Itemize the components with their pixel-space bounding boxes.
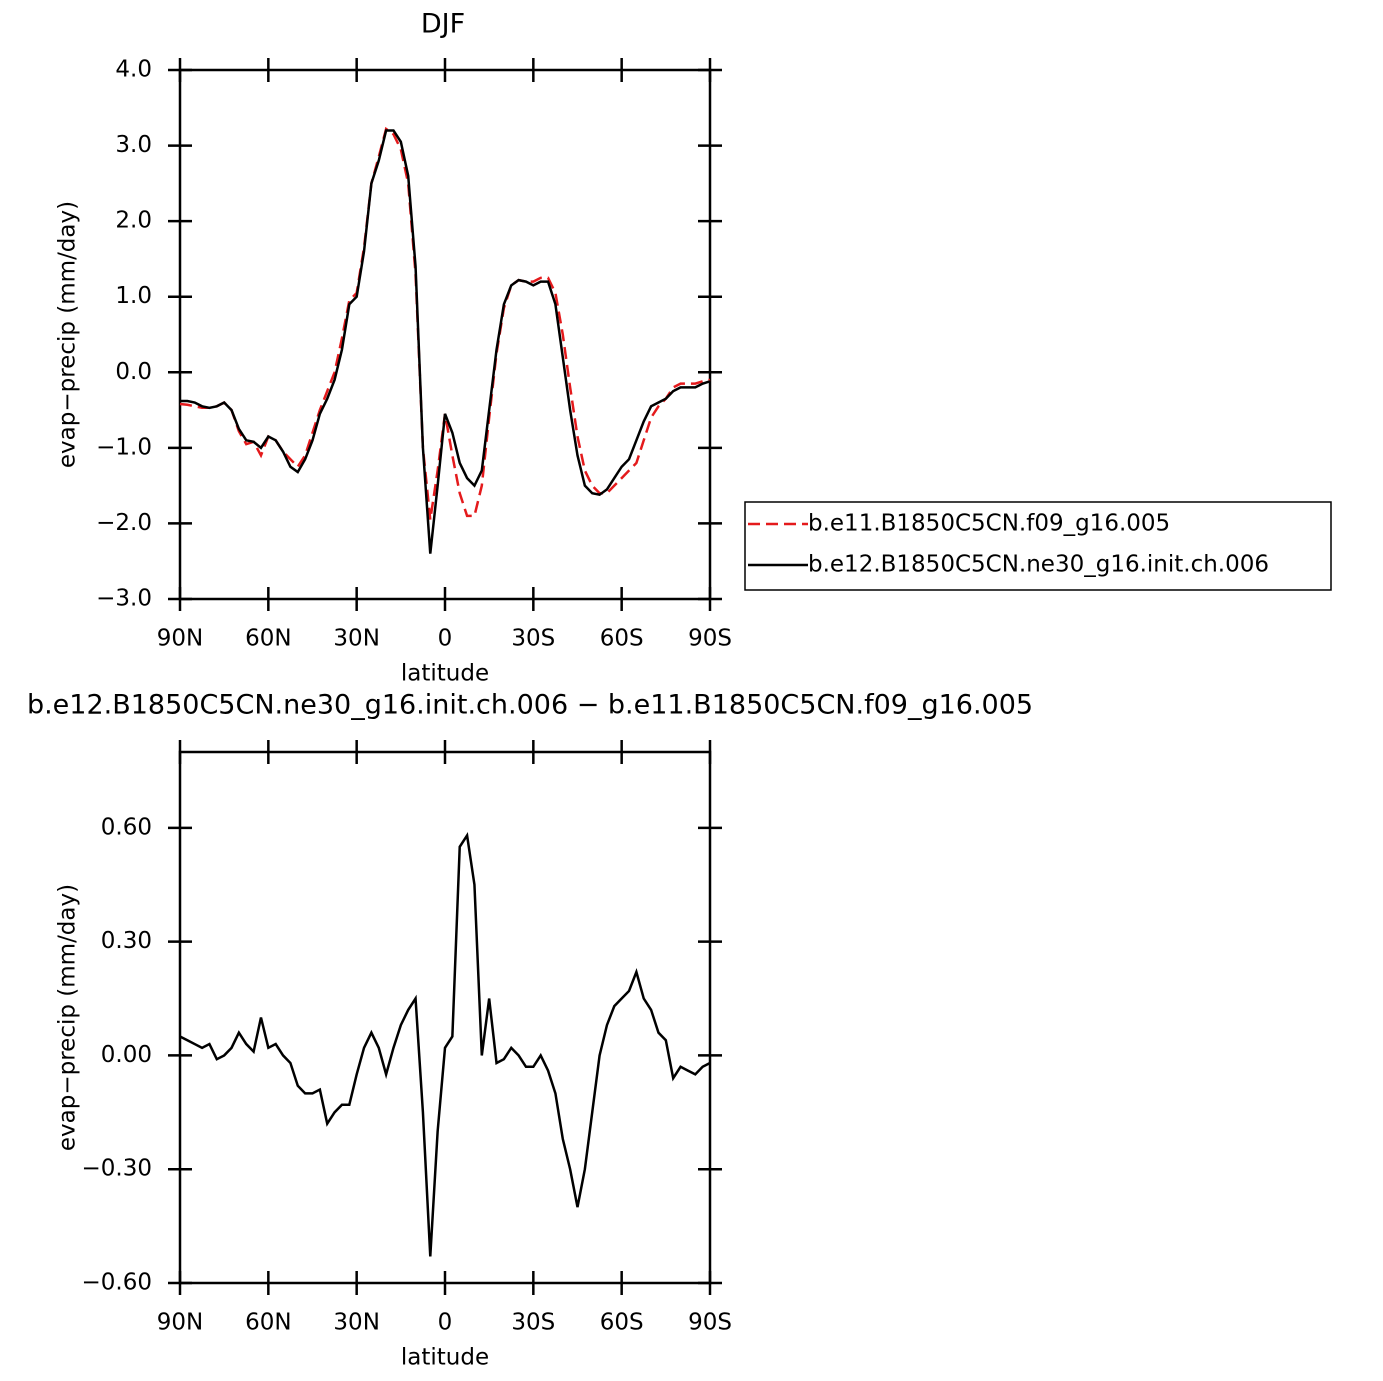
plot-frame bbox=[178, 68, 712, 601]
legend-label: b.e11.B1850C5CN.f09_g16.005 bbox=[808, 511, 1170, 537]
y-tick-label: 1.0 bbox=[115, 283, 152, 309]
x-tick-label: 0 bbox=[438, 1310, 453, 1336]
x-tick-label: 60S bbox=[600, 1310, 644, 1336]
x-axis-label: latitude bbox=[401, 1345, 489, 1371]
x-axis-label: latitude bbox=[401, 661, 489, 687]
y-axis-label: evap−precip (mm/day) bbox=[55, 201, 81, 468]
y-tick-label: −1.0 bbox=[96, 434, 152, 460]
legend-box bbox=[744, 501, 1332, 591]
y-tick-label: 4.0 bbox=[115, 57, 152, 83]
x-tick-label: 30N bbox=[333, 1310, 379, 1336]
data-line bbox=[179, 831, 711, 1257]
x-tick-label: 60N bbox=[245, 626, 291, 652]
chart-title: b.e12.B1850C5CN.ne30_g16.init.ch.006 − b… bbox=[27, 690, 1033, 721]
y-tick-label: 0.60 bbox=[101, 814, 152, 840]
y-tick-label: 2.0 bbox=[115, 208, 152, 234]
x-tick-label: 30S bbox=[511, 1310, 555, 1336]
data-line bbox=[179, 126, 711, 520]
y-tick-label: 0.30 bbox=[101, 928, 152, 954]
y-tick-label: −0.30 bbox=[82, 1156, 152, 1182]
y-tick-label: −3.0 bbox=[96, 586, 152, 612]
x-tick-label: 90N bbox=[157, 626, 203, 652]
x-tick-label: 90S bbox=[688, 1310, 732, 1336]
x-tick-label: 60N bbox=[245, 1310, 291, 1336]
y-tick-label: −0.60 bbox=[82, 1270, 152, 1296]
y-tick-label: −2.0 bbox=[96, 510, 152, 536]
y-tick-label: 3.0 bbox=[115, 132, 152, 158]
data-line bbox=[180, 129, 711, 554]
x-tick-label: 30S bbox=[511, 626, 555, 652]
x-tick-label: 0 bbox=[438, 626, 453, 652]
y-tick-label: 0.0 bbox=[115, 359, 152, 385]
x-tick-label: 60S bbox=[600, 626, 644, 652]
y-axis-label: evap−precip (mm/day) bbox=[55, 884, 81, 1151]
plot-frame bbox=[178, 750, 712, 1285]
x-tick-label: 90N bbox=[157, 1310, 203, 1336]
chart-title: DJF bbox=[421, 9, 465, 40]
legend-label: b.e12.B1850C5CN.ne30_g16.init.ch.006 bbox=[808, 552, 1269, 578]
x-tick-label: 90S bbox=[688, 626, 732, 652]
y-tick-label: 0.00 bbox=[101, 1042, 152, 1068]
x-tick-label: 30N bbox=[333, 626, 379, 652]
